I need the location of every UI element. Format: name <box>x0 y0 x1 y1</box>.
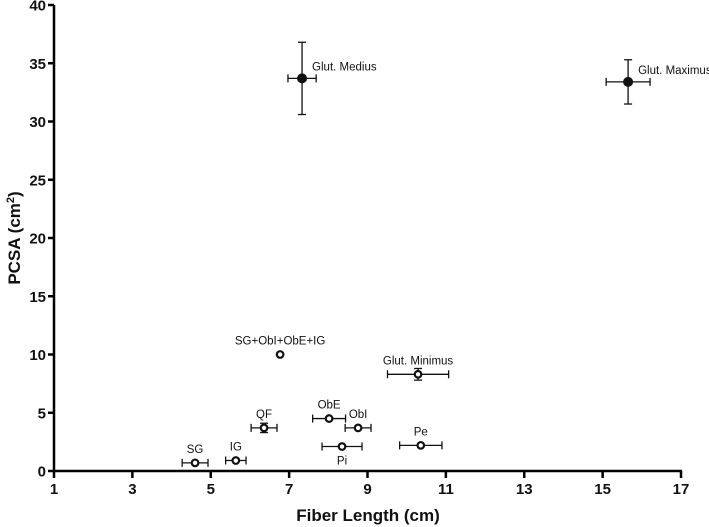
open-marker <box>353 423 363 433</box>
y-tick-label: 15 <box>29 289 46 306</box>
x-tick-label: 15 <box>594 481 611 498</box>
point-label: SG+ObI+ObE+IG <box>235 336 326 348</box>
y-tick-label: 10 <box>29 347 46 364</box>
point-label: Pe <box>414 426 428 438</box>
data-point: Glut. Maximus <box>605 59 709 105</box>
x-tick-label: 17 <box>673 481 690 498</box>
point-label: IG <box>230 442 242 454</box>
plot-area: Glut. Medius Glut. Maximus SG+ObI+ObE+IG Gl… <box>181 41 709 468</box>
data-point: SG <box>181 444 209 468</box>
filled-marker <box>623 76 634 87</box>
data-point: ObI <box>344 409 372 433</box>
point-label: Glut. Maximus <box>638 65 709 77</box>
x-tick-label: 13 <box>516 481 533 498</box>
data-point: SG+ObI+ObE+IG <box>235 336 326 359</box>
y-tick-label: 30 <box>29 114 46 131</box>
y-axis-title-base: PCSA (cm <box>5 203 24 285</box>
data-point: Pe <box>398 426 443 450</box>
point-label: SG <box>187 444 204 456</box>
open-marker <box>231 456 241 465</box>
point-label: ObI <box>349 409 368 421</box>
open-marker <box>190 458 200 468</box>
point-label: Glut. Medius <box>312 61 377 73</box>
x-tick-label: 9 <box>363 481 371 498</box>
x-tick-label: 11 <box>438 481 454 498</box>
y-tick-label: 5 <box>38 405 46 422</box>
y-tick-label: 25 <box>29 172 46 189</box>
y-tick-label: 20 <box>29 231 46 248</box>
point-label: Pi <box>337 456 347 468</box>
y-axis-title-tail: ) <box>5 191 24 197</box>
open-marker <box>275 350 285 359</box>
x-tick-label: 3 <box>128 481 136 498</box>
data-point: Pi <box>321 442 363 468</box>
point-label: ObE <box>318 400 341 412</box>
y-tick-label: 35 <box>29 56 46 73</box>
open-marker <box>259 423 269 433</box>
data-point: Glut. Medius <box>287 41 377 116</box>
point-label: Glut. Minimus <box>383 355 454 367</box>
x-axis-title: Fiber Length (cm) <box>296 506 440 525</box>
data-point: IG <box>224 442 247 465</box>
y-tick-label: 40 <box>29 0 46 15</box>
x-tick-label: 7 <box>285 481 293 498</box>
y-axis-title: PCSA (cm2) <box>5 191 24 284</box>
open-marker <box>337 442 347 451</box>
filled-marker <box>297 73 308 84</box>
x-tick-label: 1 <box>50 481 58 498</box>
point-label: QF <box>256 409 272 421</box>
y-tick-label: 0 <box>38 464 46 481</box>
data-point: Glut. Minimus <box>383 355 454 381</box>
open-marker <box>413 369 423 379</box>
open-marker <box>324 414 334 423</box>
data-point: ObE <box>311 400 347 423</box>
open-marker <box>416 440 426 450</box>
y-axis-title-sup: 2 <box>5 197 17 203</box>
data-point: QF <box>250 409 278 434</box>
x-tick-label: 5 <box>207 481 215 498</box>
